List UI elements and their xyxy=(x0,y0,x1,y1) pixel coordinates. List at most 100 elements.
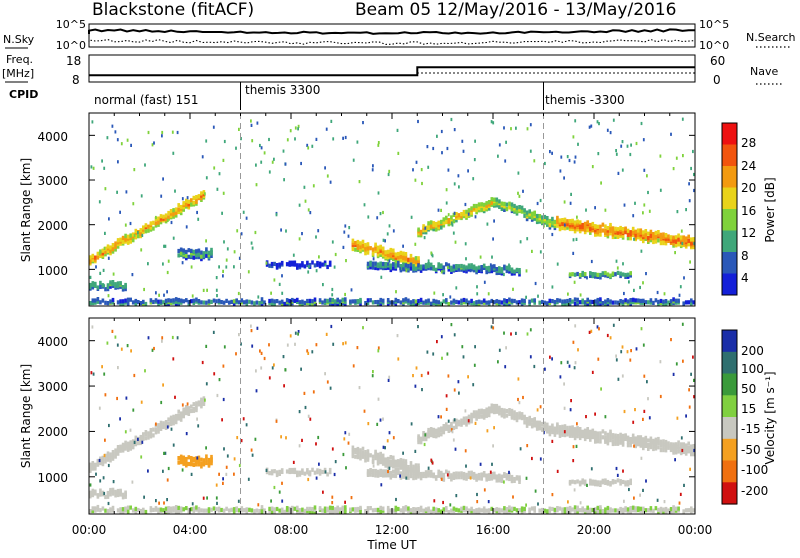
power-echo-cell xyxy=(571,223,574,228)
power-echo-cell xyxy=(417,263,420,268)
power-scatter-cell xyxy=(576,215,578,219)
vel-echo-cell xyxy=(533,506,536,511)
power-echo-cell xyxy=(692,245,696,250)
vel-scatter-cell xyxy=(430,458,433,462)
power-echo-cell xyxy=(434,267,438,272)
power-echo-cell xyxy=(677,239,680,245)
vel-scatter-cell xyxy=(479,462,482,466)
vel-echo-cell xyxy=(586,505,589,510)
cpid-mode-themis: themis 3300 xyxy=(245,83,320,97)
vel-scatter-cell xyxy=(534,489,537,493)
vel-echo-cell xyxy=(126,509,130,514)
power-scatter-cell xyxy=(445,188,448,192)
vel-echo-cell xyxy=(604,509,607,514)
vel-echo-cell xyxy=(626,443,630,448)
vel-echo-cell xyxy=(394,505,398,510)
power-echo-cell xyxy=(192,200,196,205)
vel-scatter-cell xyxy=(345,466,347,470)
power-scatter-cell xyxy=(414,242,417,246)
vel-echo-cell xyxy=(510,506,514,511)
vel-echo-cell xyxy=(336,507,339,512)
power-scatter-cell xyxy=(693,172,695,177)
vel-echo-cell xyxy=(558,433,562,438)
power-echo-cell xyxy=(187,199,191,204)
power-echo-cell xyxy=(318,261,322,266)
power-scatter-cell xyxy=(633,237,635,241)
power-echo-cell xyxy=(601,228,605,233)
power-scatter-cell xyxy=(147,262,149,266)
vel-scatter-cell xyxy=(147,336,150,340)
power-scatter-cell xyxy=(510,127,512,131)
power-scatter-cell xyxy=(615,149,617,153)
power-echo-cell xyxy=(374,265,377,271)
power-echo-cell xyxy=(591,221,595,227)
vel-scatter-cell xyxy=(642,343,645,347)
vel-scatter-cell xyxy=(215,496,218,500)
power-echo-cell xyxy=(553,299,557,305)
power-scatter-cell xyxy=(572,135,575,139)
vel-scatter-cell xyxy=(689,467,691,471)
power-scatter-cell xyxy=(591,165,594,169)
power-scatter-cell xyxy=(483,280,486,284)
vel-scatter-cell xyxy=(280,435,282,439)
vel-echo-cell xyxy=(195,403,198,408)
power-echo-cell xyxy=(568,226,572,232)
nsearch-curve xyxy=(88,38,696,45)
power-scatter-cell xyxy=(265,261,268,265)
power-echo-cell xyxy=(589,299,592,304)
vel-scatter-cell xyxy=(301,438,303,442)
xtick-0000: 00:00 xyxy=(72,523,107,537)
power-echo-cell xyxy=(182,207,185,212)
vel-echo-cell xyxy=(563,424,567,429)
power-echo-cell xyxy=(505,268,509,274)
vel-echo-cell xyxy=(369,468,372,473)
power-echo-cell xyxy=(285,262,289,267)
vel-scatter-cell xyxy=(588,330,591,334)
vel-echo-cell xyxy=(240,506,244,511)
power-echo-cell xyxy=(404,254,408,259)
vel-echo-cell xyxy=(659,448,663,453)
power-echo-cell xyxy=(142,225,145,230)
vel-echo-cell xyxy=(561,428,564,433)
power-scatter-cell xyxy=(629,152,632,157)
vel-echo-cell xyxy=(477,472,481,478)
power-scatter-cell xyxy=(642,281,644,285)
vel-echo-cell xyxy=(687,508,690,513)
power-echo-cell xyxy=(179,211,183,216)
power-echo-cell xyxy=(568,219,572,224)
vel-scatter-cell xyxy=(556,469,559,473)
vel-scatter-cell xyxy=(260,351,263,355)
vel-echo-cell xyxy=(606,432,610,437)
vel-echo-cell xyxy=(460,506,463,511)
power-echo-cell xyxy=(397,263,400,268)
vel-echo-cell xyxy=(376,459,380,464)
vel-echo-cell xyxy=(187,408,191,413)
power-echo-cell xyxy=(553,219,557,224)
power-scatter-cell xyxy=(191,294,194,298)
vel-scatter-cell xyxy=(574,324,577,328)
power-echo-cell xyxy=(462,297,466,303)
power-echo-cell xyxy=(515,300,519,305)
power-echo-cell xyxy=(634,229,637,234)
power-echo-cell xyxy=(594,274,597,279)
vel-scatter-cell xyxy=(579,501,582,505)
power-echo-cell xyxy=(508,265,511,270)
vel-echo-cell xyxy=(541,426,544,431)
power-echo-cell xyxy=(187,248,191,253)
vel-scatter-cell xyxy=(104,393,107,397)
vel-scatter-cell xyxy=(377,349,380,353)
vel-echo-cell xyxy=(397,470,400,475)
power-scatter-cell xyxy=(112,272,115,276)
power-echo-cell xyxy=(129,238,132,243)
vel-echo-cell xyxy=(629,437,632,442)
power-echo-cell xyxy=(169,298,173,303)
power-echo-cell xyxy=(412,299,415,304)
vel-echo-cell xyxy=(298,508,302,513)
vel-echo-cell xyxy=(129,505,132,510)
vel-echo-cell xyxy=(583,433,587,438)
power-echo-cell xyxy=(556,215,559,220)
power-echo-cell xyxy=(190,299,193,304)
power-echo-cell xyxy=(157,222,160,227)
power-echo-cell xyxy=(573,272,577,277)
power-echo-cell xyxy=(104,252,107,257)
